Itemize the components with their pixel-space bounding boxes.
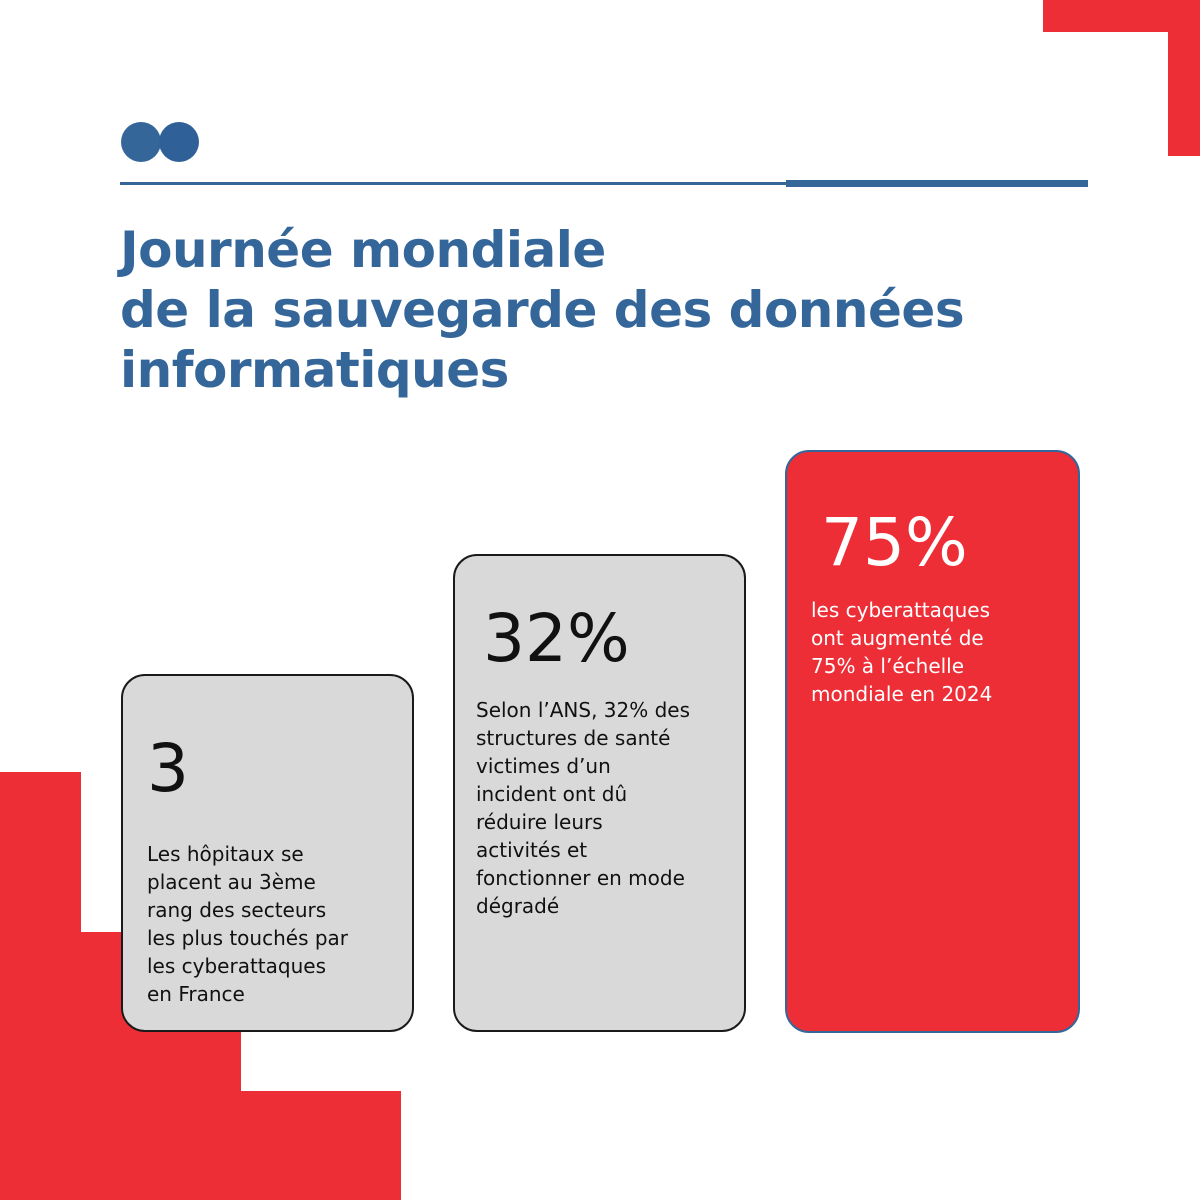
stat-description-line: en France (147, 982, 245, 1006)
stat-description-line: les cyberattaques (147, 954, 326, 978)
stat-description-line: victimes d’un (476, 754, 611, 778)
page-title-line: informatiques (120, 341, 509, 399)
stat-description-line: les plus touchés par (147, 926, 349, 950)
page-title-line: Journée mondiale (120, 221, 606, 279)
page-title-line: de la sauvegarde des données (120, 281, 965, 339)
header-divider-thin (120, 182, 787, 185)
page-title: Journée mondiale de la sauvegarde des do… (120, 220, 1120, 400)
stat-description-line: activités et (476, 838, 588, 862)
stat-description: Selon l’ANS, 32% des structures de santé… (476, 696, 690, 920)
stat-description: Les hôpitaux se placent au 3ème rang des… (147, 840, 348, 1008)
stat-description-line: les cyberattaques (811, 598, 990, 622)
stat-description-line: dégradé (476, 894, 560, 918)
stat-card-hospitals: 3 Les hôpitaux se placent au 3ème rang d… (121, 674, 414, 1032)
stat-card-global: 75% les cyberattaques ont augmenté de 75… (785, 450, 1080, 1033)
stat-value: 32% (483, 600, 630, 677)
stat-description-line: ont augmenté de (811, 626, 984, 650)
stat-description-line: 75% à l’échelle (811, 654, 965, 678)
corner-decoration-bottom-left-step-3 (0, 1091, 401, 1200)
stat-description-line: Selon l’ANS, 32% des (476, 698, 691, 722)
stat-description-line: structures de santé (476, 726, 671, 750)
stat-description-line: réduire leurs (476, 810, 603, 834)
stat-description: les cyberattaques ont augmenté de 75% à … (811, 596, 992, 708)
stat-description-line: incident ont dû (476, 782, 628, 806)
stat-description-line: fonctionner en mode (476, 866, 685, 890)
logo-dot-left (121, 122, 161, 162)
stat-description-line: placent au 3ème (147, 870, 316, 894)
logo-dot-right (159, 122, 199, 162)
stat-value: 75% (821, 504, 968, 581)
stat-card-ans: 32% Selon l’ANS, 32% des structures de s… (453, 554, 746, 1032)
stat-description-line: mondiale en 2024 (811, 682, 993, 706)
stat-description-line: Les hôpitaux se (147, 842, 304, 866)
stat-description-line: rang des secteurs (147, 898, 327, 922)
two-dots-logo-icon (121, 122, 201, 162)
stat-value: 3 (147, 730, 189, 807)
corner-decoration-top-right-side (1168, 0, 1200, 156)
header-divider-thick (786, 180, 1088, 187)
